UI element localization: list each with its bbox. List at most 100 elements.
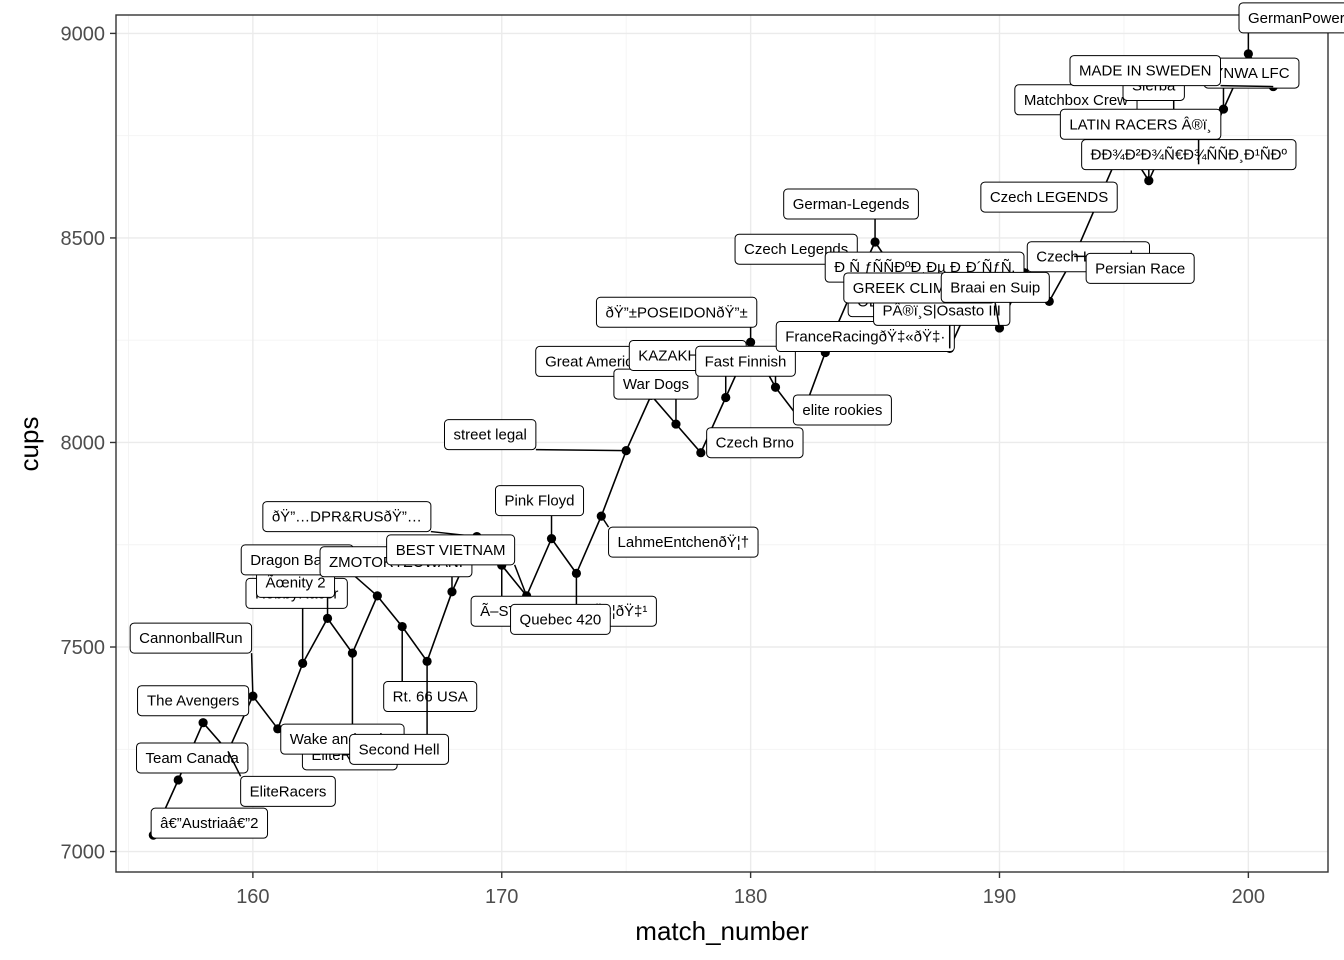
- point-label: Rt. 66 USA: [383, 681, 478, 713]
- point-label: Fast Finnish: [695, 345, 796, 377]
- point-label: Team Canada: [136, 742, 249, 774]
- label-box: [1069, 55, 1222, 87]
- point-label: street legal: [443, 419, 537, 451]
- label-text: War Dogs: [623, 376, 689, 393]
- y-tick-label: 8000: [61, 432, 106, 454]
- label-text: Matchbox Crew: [1024, 92, 1128, 109]
- label-box: [608, 526, 759, 558]
- label-text: GermanPower: [1248, 10, 1344, 27]
- point-label: GermanPower: [1238, 2, 1344, 34]
- label-box: [386, 534, 516, 566]
- point-label: Pink Floyd: [495, 485, 585, 517]
- point-label: German-Legends: [783, 188, 919, 220]
- data-point: [173, 775, 183, 785]
- label-box: [783, 188, 919, 220]
- point-label: ðŸ”…DPR&RUSðŸ”…: [262, 501, 432, 533]
- point-label: â€”Austriaâ€”2: [150, 807, 269, 839]
- x-tick-label: 180: [734, 886, 767, 908]
- point-label: EliteRacers: [240, 775, 336, 807]
- y-tick-label: 7500: [61, 637, 106, 659]
- label-leader: [250, 653, 254, 697]
- label-box: [980, 181, 1118, 213]
- label-text: street legal: [453, 427, 526, 444]
- label-box: [1059, 108, 1222, 140]
- point-label: Braai en Suip: [940, 271, 1050, 303]
- point-label: Czech LEGENDS: [980, 181, 1118, 213]
- label-box: [137, 685, 250, 717]
- label-leader: [600, 515, 610, 528]
- point-label: Second Hell: [349, 733, 450, 765]
- label-box: [349, 733, 450, 765]
- label-leader: [352, 574, 378, 597]
- y-tick-label: 9000: [61, 23, 106, 45]
- x-tick-label: 200: [1232, 886, 1265, 908]
- label-box: [1238, 2, 1344, 34]
- label-text: MADE IN SWEDEN: [1079, 63, 1212, 80]
- label-box: [695, 345, 796, 377]
- label-box: [595, 296, 758, 328]
- label-text: Great America: [545, 353, 642, 370]
- label-text: PÂ®ï¸S|Osasto III: [883, 302, 1001, 319]
- label-box: [150, 807, 269, 839]
- point-label: The Avengers: [137, 685, 250, 717]
- label-text: ÐÐ¾Ð²Ð¾Ñ€Ð¾ÑÑÐ¸Ð¹ÑÐº: [1091, 147, 1288, 164]
- data-point: [1243, 49, 1253, 59]
- label-box: [775, 320, 955, 352]
- label-text: Rt. 66 USA: [393, 689, 468, 706]
- y-tick-label: 8500: [61, 228, 106, 250]
- label-text: LATIN RACERS Â®ï¸: [1069, 116, 1211, 133]
- label-text: Pink Floyd: [505, 493, 575, 510]
- label-text: Team Canada: [146, 750, 240, 767]
- label-leader: [1220, 84, 1274, 88]
- label-text: Czech Brno: [716, 435, 794, 452]
- point-labels: â€”Austriaâ€”2 Team Canada The Avengers Eli…: [129, 2, 1344, 839]
- label-text: CannonballRun: [139, 630, 242, 647]
- y-tick-label: 7000: [61, 842, 106, 864]
- point-label: MADE IN SWEDEN: [1069, 55, 1222, 87]
- label-box: [129, 622, 253, 654]
- point-label: War Dogs: [613, 368, 699, 400]
- label-text: BEST VIETNAM: [396, 542, 506, 559]
- point-label: ðŸ”±POSEIDONðŸ”±: [595, 296, 758, 328]
- label-text: Czech LEGENDS: [990, 189, 1108, 206]
- label-box: [136, 742, 249, 774]
- data-point: [298, 658, 308, 668]
- label-box: [262, 501, 432, 533]
- x-tick-label: 160: [236, 886, 269, 908]
- label-box: [940, 271, 1050, 303]
- point-label: BEST VIETNAM: [386, 534, 516, 566]
- label-leader: [227, 750, 242, 777]
- point-label: Persian Race: [1085, 252, 1195, 284]
- data-point: [696, 448, 706, 458]
- series-line: [152, 52, 1274, 836]
- data-point: [198, 718, 208, 728]
- label-text: ðŸ”…DPR&RUSðŸ”…: [272, 509, 422, 526]
- point-label: Quebec 420: [510, 603, 611, 635]
- label-box: [510, 603, 611, 635]
- point-label: Matchbox Crew: [1014, 84, 1138, 116]
- label-text: The Avengers: [147, 693, 239, 710]
- label-box: [792, 394, 892, 426]
- label-leader: [513, 564, 528, 597]
- label-leader: [535, 448, 627, 452]
- label-text: ðŸ”±POSEIDONðŸ”±: [605, 304, 747, 321]
- label-text: YNWA LFC: [1213, 65, 1289, 82]
- label-box: [1085, 252, 1195, 284]
- label-text: Ãœnity 2: [266, 574, 326, 591]
- label-text: Czech Legends: [744, 241, 848, 258]
- label-box: [443, 419, 537, 451]
- point-label: ÐÐ¾Ð²Ð¾Ñ€Ð¾ÑÑÐ¸Ð¹ÑÐº: [1081, 139, 1297, 171]
- label-text: Fast Finnish: [705, 353, 787, 370]
- label-box: [495, 485, 585, 517]
- point-label: LahmeEntchenðŸ¦†: [608, 526, 759, 558]
- axes: 160 170 180 190 200 7000 7500 8000 8500 9000: [61, 14, 1329, 908]
- label-text: LahmeEntchenðŸ¦†: [618, 534, 750, 551]
- label-text: elite rookies: [802, 402, 882, 419]
- x-tick-label: 190: [983, 886, 1016, 908]
- point-label: elite rookies: [792, 394, 892, 426]
- point-label: CannonballRun: [129, 622, 253, 654]
- label-text: FranceRacingðŸ‡«ðŸ‡·: [785, 328, 945, 345]
- label-text: German-Legends: [793, 196, 910, 213]
- label-leader: [994, 302, 1001, 329]
